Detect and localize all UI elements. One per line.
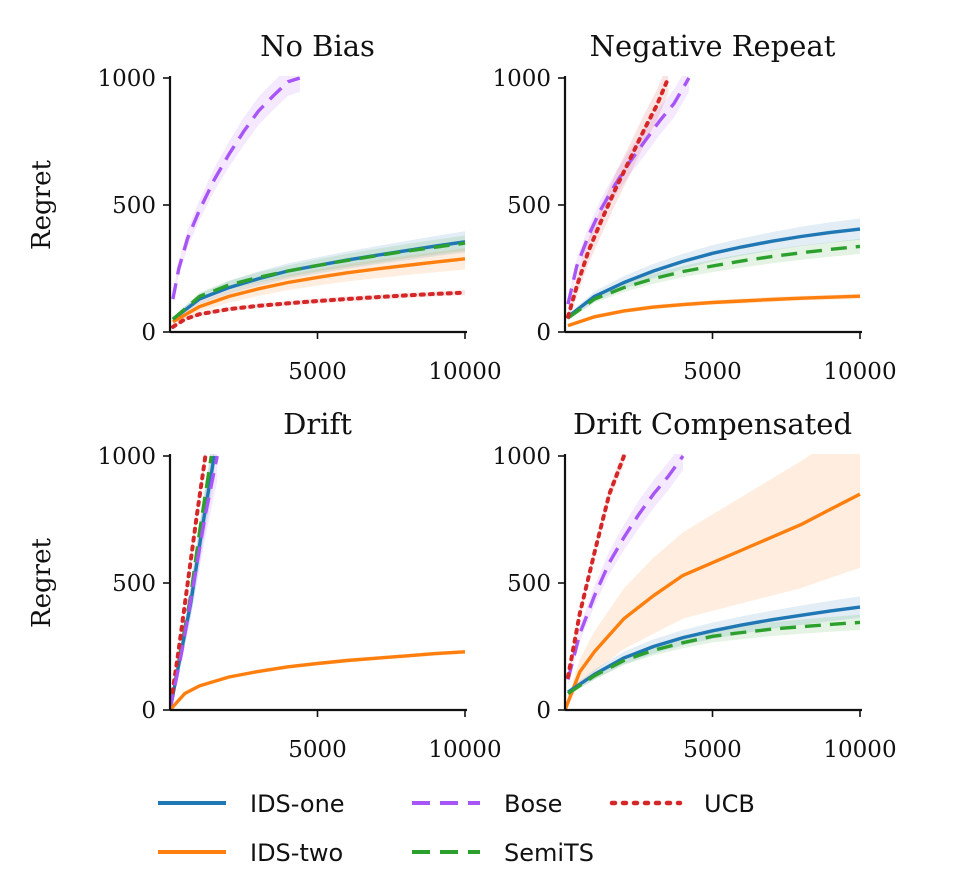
legend-label: IDS-one (250, 790, 345, 818)
panel-negative-repeat: 0 500 1000 5000 10000 Negative Repeat (492, 29, 896, 385)
x-tick-label: 10000 (428, 737, 501, 763)
y-tick-label: 1000 (97, 444, 156, 470)
legend-label: Bose (504, 790, 562, 818)
series-line-semits (171, 241, 466, 321)
x-tick-label: 5000 (288, 359, 347, 385)
y-tick-label: 1000 (492, 66, 551, 92)
series-line-bose (566, 455, 685, 680)
y-tick-label: 0 (536, 698, 551, 724)
series-line-ids-one (567, 605, 861, 694)
series-line-ids-two (170, 650, 466, 710)
series-line-bose (566, 77, 691, 305)
band-bose (568, 76, 689, 310)
y-tick-label: 500 (112, 571, 156, 597)
panel-title: No Bias (260, 29, 375, 63)
series-line-ids-two (567, 294, 861, 328)
series-line-ucb (170, 290, 467, 329)
legend-label: UCB (704, 790, 755, 818)
series-line-ucb (170, 454, 208, 710)
panel-drift-compensated: 0 500 1000 5000 10000 Drift Compensated (492, 407, 896, 763)
legend-item-ids-two: IDS-two (158, 839, 343, 867)
plot-area (566, 76, 861, 328)
panel-drift: 0 500 1000 5000 10000 Drift Regret (27, 407, 502, 763)
legend: IDS-one Bose UCB IDS-two SemiTS (158, 790, 755, 867)
legend-item-ucb: UCB (609, 790, 755, 818)
series-line-ids-two (565, 492, 861, 710)
legend-item-bose: Bose (412, 790, 562, 818)
band-semits (172, 235, 465, 322)
y-tick-label: 500 (507, 193, 551, 219)
band-ids-one (568, 218, 860, 320)
legend-item-ids-one: IDS-one (158, 790, 345, 818)
legend-item-semits: SemiTS (412, 839, 594, 867)
series-line-bose (170, 455, 219, 710)
x-tick-label: 10000 (428, 359, 501, 385)
panel-title: Drift (283, 407, 352, 441)
y-tick-label: 0 (536, 320, 551, 346)
plot-area (565, 454, 861, 710)
x-tick-label: 5000 (288, 737, 347, 763)
x-tick-label: 5000 (683, 737, 742, 763)
band-semits (568, 238, 860, 321)
y-tick-label: 1000 (97, 66, 156, 92)
plot-area (170, 454, 466, 710)
series-line-ids-one (566, 227, 861, 319)
panel-no-bias: 0 500 1000 5000 10000 No Bias Regret (27, 29, 502, 385)
band-ucb (568, 76, 669, 322)
x-tick-label: 10000 (823, 737, 896, 763)
panel-title: Negative Repeat (590, 29, 836, 63)
y-tick-label: 0 (141, 320, 156, 346)
y-axis-label: Regret (27, 160, 57, 250)
series-line-ids-two (172, 257, 466, 324)
panel-title: Drift Compensated (573, 407, 852, 441)
series-line-ucb (566, 454, 626, 679)
legend-label: IDS-two (250, 839, 343, 867)
y-tick-label: 0 (141, 698, 156, 724)
band-semits (170, 454, 212, 710)
y-tick-label: 500 (507, 571, 551, 597)
band-ucb (568, 454, 624, 680)
x-tick-label: 10000 (823, 359, 896, 385)
y-tick-label: 1000 (492, 444, 551, 470)
y-tick-label: 500 (112, 193, 156, 219)
series-line-bose (171, 76, 301, 300)
series-line-semits (567, 620, 861, 695)
band-bose (568, 454, 683, 685)
x-tick-label: 5000 (683, 359, 742, 385)
y-axis-label: Regret (27, 538, 57, 628)
series-line-ucb (566, 76, 671, 319)
band-ids-one (568, 596, 860, 695)
plot-area (170, 76, 467, 329)
legend-label: SemiTS (504, 839, 594, 867)
series-line-semits (567, 244, 861, 320)
band-ids-two (565, 454, 860, 710)
